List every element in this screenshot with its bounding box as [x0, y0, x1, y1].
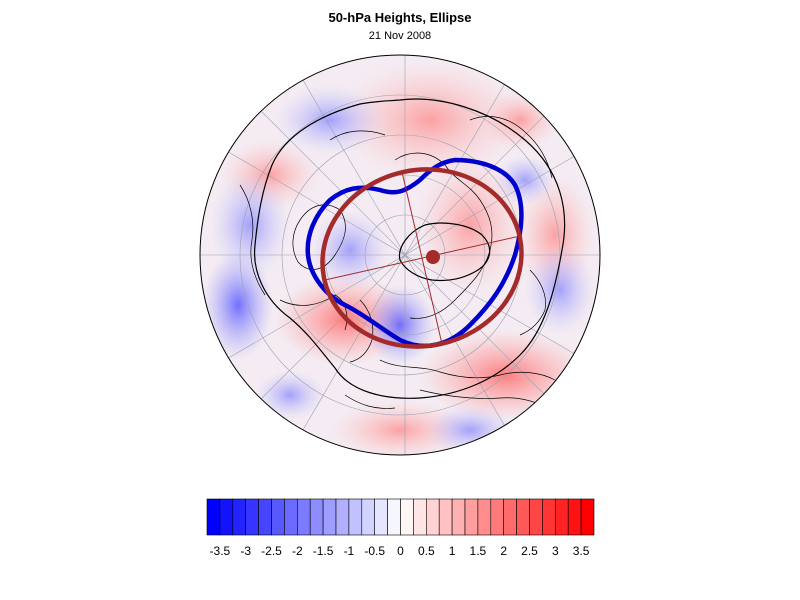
colorbar-tick-label: 2.5: [521, 544, 538, 558]
colorbar-box: [451, 498, 466, 536]
colorbar-tick-label: 3.5: [573, 544, 590, 558]
fitted-ellipse: [320, 167, 524, 349]
globe-outline: [199, 54, 601, 456]
colorbar-box: [425, 498, 440, 536]
colorbar-box: [464, 498, 479, 536]
plot-title: 50-hPa Heights, Ellipse: [328, 10, 472, 25]
colorbar-box: [322, 498, 337, 536]
colorbar-tick-label: 1.5: [470, 544, 487, 558]
colorbar-tick-label: -1.5: [313, 544, 334, 558]
colorbar-tick-label: -3: [240, 544, 251, 558]
colorbar-box: [348, 498, 363, 536]
colorbar-box: [503, 498, 517, 536]
colorbar-box: [232, 498, 247, 536]
colorbar-tick-label: 3: [552, 544, 559, 558]
colorbar-box: [374, 498, 388, 536]
colorbar-box: [284, 498, 298, 536]
outer-height-contour: [253, 98, 566, 399]
colorbar-box: [413, 498, 427, 536]
colorbar-tick-label: -3.5: [210, 544, 231, 558]
colorbar-tick-label: -2: [292, 544, 303, 558]
colorbar-box: [542, 498, 556, 536]
colorbar-box: [258, 498, 272, 536]
colorbar-tick-label: 0.5: [418, 544, 435, 558]
colorbar-box: [271, 498, 285, 536]
colorbar-box: [438, 498, 453, 536]
polar-map: [199, 54, 601, 456]
ellipse-axes: [324, 171, 521, 345]
plot-date: 21 Nov 2008: [368, 30, 432, 42]
colorbar-box: [516, 498, 530, 536]
colorbar-tick-label: 0: [397, 544, 404, 558]
colorbar-box: [490, 498, 504, 536]
height-contours: [253, 98, 566, 399]
colorbar-tick-label: -2.5: [261, 544, 282, 558]
colorbar-boxes: [206, 498, 595, 536]
colorbar-box: [335, 498, 350, 536]
colorbar-box: [400, 498, 414, 536]
colorbar-tick-label: 1: [449, 544, 456, 558]
ellipse-centroid: [426, 250, 440, 264]
colorbar-tick-labels: -3.5 -3 -2.5 -2 -1.5 -1 -0.5 0 0.5 1 1.5 2 2.5 3 3.5: [210, 544, 590, 558]
colorbar-tick-label: -0.5: [364, 544, 385, 558]
colorbar-box: [206, 498, 221, 536]
colorbar-tick-label: 2: [500, 544, 507, 558]
colorbar-box: [361, 498, 375, 536]
colorbar-box: [219, 498, 234, 536]
colorbar-tick-label: -1: [344, 544, 355, 558]
colorbar-box: [387, 498, 401, 536]
anomaly-field: [200, 55, 600, 455]
colorbar-box: [477, 498, 492, 536]
colorbar-box: [296, 498, 311, 536]
colorbar-box: [554, 498, 569, 536]
colorbar-box: [567, 498, 582, 536]
colorbar-box: [529, 498, 543, 536]
inner-height-contour: [398, 222, 491, 282]
colorbar-box: [580, 498, 595, 536]
colorbar-box: [309, 498, 324, 536]
colorbar-box: [245, 498, 259, 536]
